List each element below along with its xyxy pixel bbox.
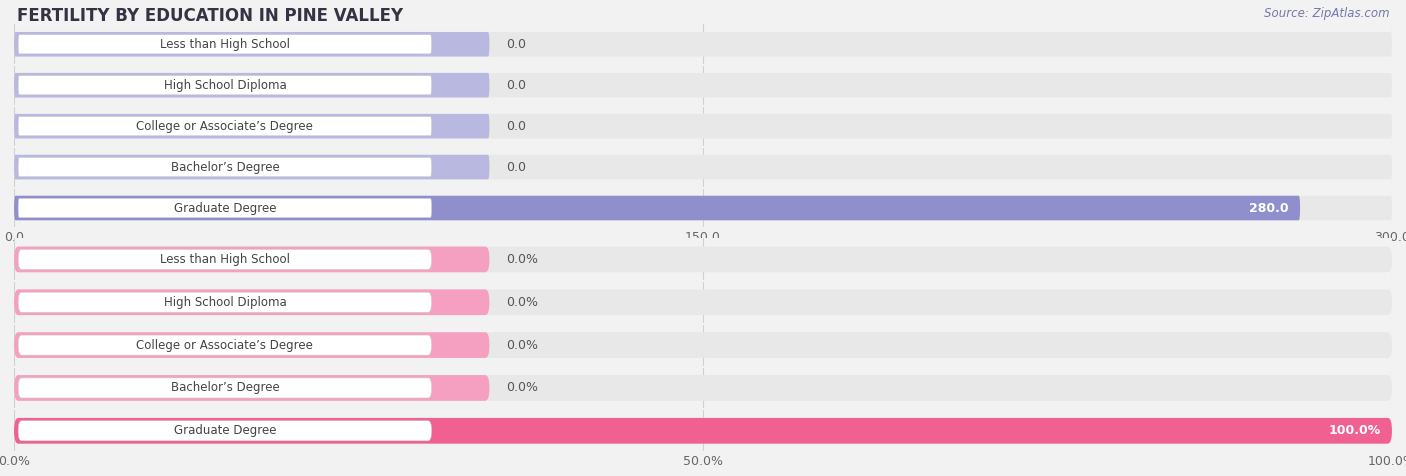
FancyBboxPatch shape [14, 114, 489, 139]
FancyBboxPatch shape [14, 375, 1392, 401]
Text: High School Diploma: High School Diploma [163, 296, 287, 309]
Text: 0.0%: 0.0% [506, 253, 538, 266]
FancyBboxPatch shape [18, 292, 432, 312]
FancyBboxPatch shape [14, 32, 1392, 57]
Text: Bachelor’s Degree: Bachelor’s Degree [170, 160, 280, 174]
FancyBboxPatch shape [18, 378, 432, 398]
Text: 0.0: 0.0 [506, 79, 526, 92]
FancyBboxPatch shape [14, 289, 489, 315]
Text: 0.0: 0.0 [506, 38, 526, 51]
FancyBboxPatch shape [14, 418, 1392, 444]
Text: Graduate Degree: Graduate Degree [173, 424, 276, 437]
FancyBboxPatch shape [14, 418, 1392, 444]
Text: 0.0%: 0.0% [506, 296, 538, 309]
Text: 0.0%: 0.0% [506, 338, 538, 352]
FancyBboxPatch shape [18, 158, 432, 177]
FancyBboxPatch shape [18, 335, 432, 355]
Text: 0.0: 0.0 [506, 119, 526, 133]
FancyBboxPatch shape [18, 35, 432, 54]
FancyBboxPatch shape [14, 332, 489, 358]
Text: Graduate Degree: Graduate Degree [173, 201, 276, 215]
Text: College or Associate’s Degree: College or Associate’s Degree [136, 119, 314, 133]
FancyBboxPatch shape [18, 117, 432, 136]
FancyBboxPatch shape [14, 332, 1392, 358]
Text: 280.0: 280.0 [1250, 201, 1289, 215]
FancyBboxPatch shape [14, 114, 1392, 139]
FancyBboxPatch shape [14, 247, 1392, 272]
Text: Source: ZipAtlas.com: Source: ZipAtlas.com [1264, 7, 1389, 20]
Text: 0.0%: 0.0% [506, 381, 538, 395]
FancyBboxPatch shape [18, 198, 432, 218]
Text: Less than High School: Less than High School [160, 253, 290, 266]
FancyBboxPatch shape [14, 73, 489, 98]
FancyBboxPatch shape [14, 73, 1392, 98]
Text: Bachelor’s Degree: Bachelor’s Degree [170, 381, 280, 395]
Text: FERTILITY BY EDUCATION IN PINE VALLEY: FERTILITY BY EDUCATION IN PINE VALLEY [17, 7, 404, 25]
FancyBboxPatch shape [18, 76, 432, 95]
Text: Less than High School: Less than High School [160, 38, 290, 51]
FancyBboxPatch shape [14, 155, 489, 179]
FancyBboxPatch shape [14, 375, 489, 401]
Text: High School Diploma: High School Diploma [163, 79, 287, 92]
FancyBboxPatch shape [14, 196, 1392, 220]
FancyBboxPatch shape [14, 289, 1392, 315]
FancyBboxPatch shape [18, 421, 432, 441]
FancyBboxPatch shape [18, 249, 432, 269]
FancyBboxPatch shape [14, 32, 489, 57]
FancyBboxPatch shape [14, 247, 489, 272]
FancyBboxPatch shape [14, 196, 1301, 220]
FancyBboxPatch shape [14, 155, 1392, 179]
Text: 0.0: 0.0 [506, 160, 526, 174]
Text: 100.0%: 100.0% [1329, 424, 1381, 437]
Text: College or Associate’s Degree: College or Associate’s Degree [136, 338, 314, 352]
